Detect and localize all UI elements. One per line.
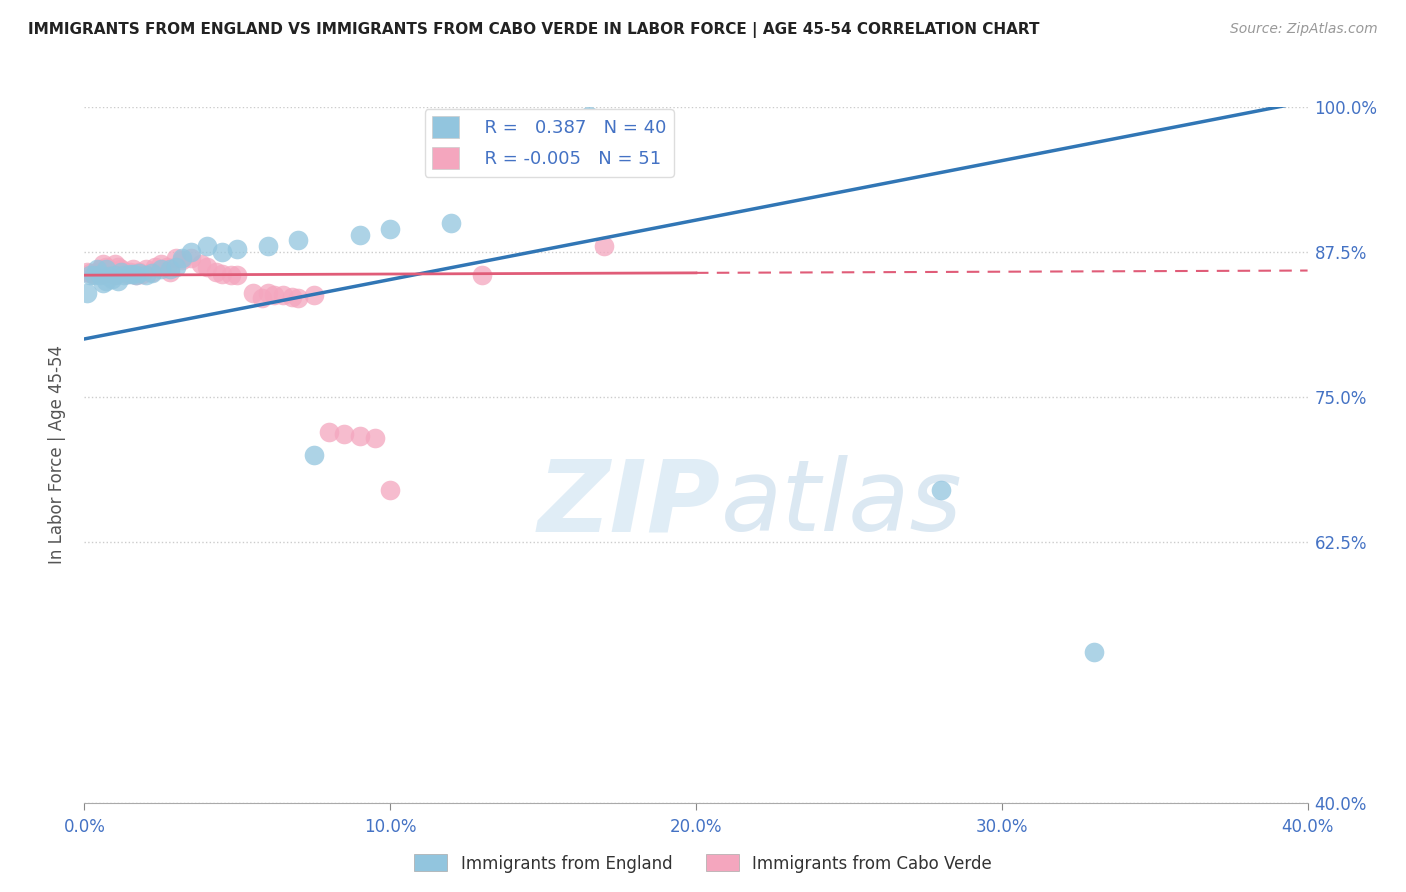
Point: [112, 268, 135, 282]
Point: [156, 260, 179, 274]
Point: [364, 431, 387, 445]
Point: [131, 267, 153, 281]
Point: [122, 262, 145, 277]
Point: [89, 268, 111, 282]
Point: [101, 265, 124, 279]
Point: [149, 257, 172, 271]
Point: [929, 483, 952, 497]
Point: [107, 274, 129, 288]
Point: [83, 268, 105, 282]
Point: [195, 239, 218, 253]
Point: [172, 253, 194, 268]
Point: [159, 265, 181, 279]
Point: [250, 291, 273, 305]
Point: [318, 425, 340, 439]
Point: [135, 268, 157, 282]
Point: [104, 268, 127, 282]
Point: [94, 260, 117, 274]
Point: [302, 288, 325, 302]
Point: [211, 267, 233, 281]
Point: [159, 262, 181, 277]
Point: [609, 117, 631, 131]
Point: [104, 268, 127, 282]
Point: [110, 265, 132, 279]
Point: [128, 266, 150, 280]
Point: [380, 222, 402, 236]
Point: [302, 448, 325, 462]
Point: [593, 112, 616, 126]
Point: [287, 291, 309, 305]
Point: [471, 268, 494, 282]
Point: [135, 262, 157, 277]
Point: [128, 265, 150, 279]
Point: [107, 260, 129, 274]
Point: [165, 251, 187, 265]
Point: [125, 268, 148, 282]
Point: [104, 257, 127, 271]
Point: [219, 268, 242, 282]
Legend:   R =   0.387   N = 40,   R = -0.005   N = 51: R = 0.387 N = 40, R = -0.005 N = 51: [425, 109, 673, 177]
Point: [165, 260, 187, 274]
Y-axis label: In Labor Force | Age 45-54: In Labor Force | Age 45-54: [48, 345, 66, 565]
Point: [143, 260, 166, 274]
Point: [76, 265, 98, 279]
Text: ZIP: ZIP: [537, 455, 720, 552]
Point: [97, 262, 120, 277]
Point: [149, 262, 172, 277]
Point: [120, 267, 142, 281]
Point: [593, 239, 616, 253]
Point: [86, 262, 108, 277]
Point: [562, 117, 585, 131]
Point: [271, 288, 294, 302]
Text: atlas: atlas: [720, 455, 962, 552]
Point: [120, 265, 142, 279]
Point: [242, 285, 264, 300]
Point: [110, 262, 132, 277]
Point: [79, 266, 101, 280]
Point: [257, 285, 280, 300]
Point: [1083, 645, 1105, 659]
Point: [226, 242, 249, 256]
Point: [349, 429, 371, 443]
Point: [257, 239, 280, 253]
Point: [91, 267, 114, 281]
Point: [83, 267, 105, 281]
Point: [333, 427, 356, 442]
Text: Source: ZipAtlas.com: Source: ZipAtlas.com: [1230, 22, 1378, 37]
Point: [180, 244, 202, 259]
Point: [205, 265, 228, 279]
Point: [226, 268, 249, 282]
Point: [141, 265, 163, 279]
Point: [112, 265, 135, 279]
Point: [101, 271, 124, 285]
Point: [349, 227, 371, 242]
Point: [195, 260, 218, 274]
Point: [578, 109, 600, 123]
Point: [440, 216, 463, 230]
Point: [122, 267, 145, 281]
Point: [89, 262, 111, 277]
Point: [125, 268, 148, 282]
Legend: Immigrants from England, Immigrants from Cabo Verde: Immigrants from England, Immigrants from…: [408, 847, 998, 880]
Point: [211, 244, 233, 259]
Point: [172, 251, 194, 265]
Point: [115, 267, 138, 281]
Point: [94, 274, 117, 288]
Point: [380, 483, 402, 497]
Point: [287, 233, 309, 247]
Point: [281, 290, 304, 304]
Point: [76, 285, 98, 300]
Point: [141, 266, 163, 280]
Point: [190, 257, 212, 271]
Text: IMMIGRANTS FROM ENGLAND VS IMMIGRANTS FROM CABO VERDE IN LABOR FORCE | AGE 45-54: IMMIGRANTS FROM ENGLAND VS IMMIGRANTS FR…: [28, 22, 1039, 38]
Point: [79, 268, 101, 282]
Point: [180, 251, 202, 265]
Point: [91, 257, 114, 271]
Point: [263, 288, 285, 302]
Point: [97, 269, 120, 284]
Point: [86, 265, 108, 279]
Point: [94, 262, 117, 277]
Point: [91, 277, 114, 291]
